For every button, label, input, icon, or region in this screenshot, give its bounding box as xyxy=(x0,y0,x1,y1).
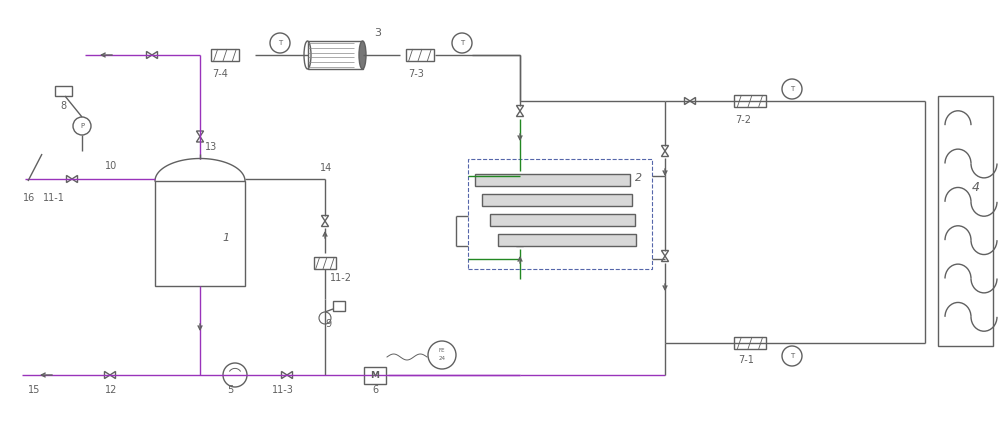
Text: 15: 15 xyxy=(28,385,40,395)
Bar xyxy=(938,96,993,346)
Text: T: T xyxy=(790,353,794,359)
Text: 11-1: 11-1 xyxy=(43,193,65,203)
Bar xyxy=(308,41,362,69)
Bar xyxy=(364,366,386,384)
Text: 11-2: 11-2 xyxy=(330,273,352,283)
Text: FE: FE xyxy=(439,348,445,354)
Text: 8: 8 xyxy=(60,101,66,111)
Bar xyxy=(482,194,632,206)
Text: 11-3: 11-3 xyxy=(272,385,294,395)
Text: T: T xyxy=(790,86,794,92)
Ellipse shape xyxy=(359,41,366,69)
Text: 7-3: 7-3 xyxy=(408,69,424,79)
Bar xyxy=(734,95,766,107)
Text: 7-1: 7-1 xyxy=(738,355,754,365)
Text: 2: 2 xyxy=(635,173,642,183)
Text: 7-2: 7-2 xyxy=(735,115,751,125)
Text: 9: 9 xyxy=(325,319,331,329)
Bar xyxy=(211,49,239,61)
Text: T: T xyxy=(460,40,464,46)
Text: 1: 1 xyxy=(222,233,229,243)
Text: 14: 14 xyxy=(320,163,332,173)
Bar xyxy=(333,301,345,311)
Text: 12: 12 xyxy=(105,385,117,395)
Text: 24: 24 xyxy=(438,356,446,362)
Text: 10: 10 xyxy=(105,161,117,171)
Bar xyxy=(155,181,245,286)
Text: 5: 5 xyxy=(227,385,233,395)
Text: 4: 4 xyxy=(972,181,980,194)
Text: 13: 13 xyxy=(205,142,217,153)
Text: 3: 3 xyxy=(374,28,382,38)
Bar xyxy=(475,174,630,186)
Text: P: P xyxy=(80,123,84,129)
Bar xyxy=(55,86,72,96)
Text: 16: 16 xyxy=(23,193,35,203)
Text: 7-4: 7-4 xyxy=(212,69,228,79)
Bar xyxy=(490,214,635,226)
Bar xyxy=(406,49,434,61)
Bar xyxy=(314,257,336,269)
Bar xyxy=(498,234,636,246)
Text: T: T xyxy=(278,40,282,46)
Text: M: M xyxy=(370,370,380,380)
Bar xyxy=(468,159,652,269)
Bar xyxy=(734,337,766,349)
Text: 6: 6 xyxy=(372,385,378,395)
